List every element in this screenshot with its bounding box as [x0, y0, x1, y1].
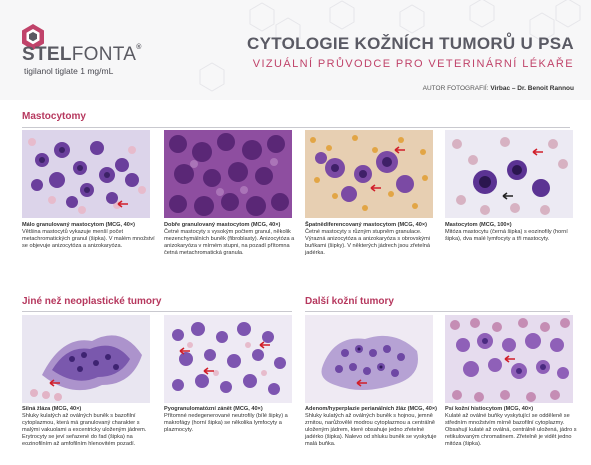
hexagon-pattern	[199, 0, 581, 92]
cytology-photo-8	[445, 315, 573, 403]
section-title-mastocytomy: Mastocytomy	[22, 111, 86, 122]
section-title-non-neoplastic: Jiné než neoplastické tumory	[22, 296, 162, 307]
photo-caption-1: Málo granulovaný mastocytom (MCG, 40×) Vě…	[22, 222, 155, 249]
cytology-photo-2	[164, 130, 292, 218]
section-divider	[305, 311, 570, 312]
section-title-other-skin: Další kožní tumory	[305, 296, 394, 307]
photo-caption-5: Silná žláza (MCG, 40×) Shluky kulatých až…	[22, 406, 147, 447]
cytology-photo-1	[22, 130, 150, 218]
photo-caption-2: Dobře granulovaný mastocytom (MCG, 40×) Č…	[164, 222, 295, 256]
header-band: STELFONTA® tigilanol tiglate 1 mg/mL CYT…	[0, 0, 591, 100]
photo-caption-7: Adenom/hyperplazie perianálních žláz (MC…	[305, 406, 437, 447]
cytology-photo-4	[445, 130, 573, 218]
cytology-photo-3	[305, 130, 433, 218]
stelfonta-logo	[18, 22, 188, 82]
brand-subline: tigilanol tiglate 1 mg/mL	[24, 66, 114, 76]
page-subtitle: VIZUÁLNÍ PRŮVODCE PRO VETERINÁRNÍ LÉKAŘE	[252, 58, 574, 70]
photo-caption-3: Špatnědiferencovaný mastocytom (MCG, 40×…	[305, 222, 430, 256]
photo-caption-6: Pyogranulomatózní zánět (MCG, 40×) Přítom…	[164, 406, 288, 433]
photo-caption-8: Psí kožní histiocytom (MCG, 40×) Kulaté a…	[445, 406, 577, 447]
section-divider	[22, 127, 570, 128]
cytology-photo-6	[164, 315, 292, 403]
cytology-photo-5	[22, 315, 150, 403]
hexagon-logo-icon	[22, 24, 44, 50]
brand-name: STELFONTA®	[22, 44, 142, 65]
section-divider	[22, 311, 292, 312]
photo-caption-4: Mastocytom (MCG, 100×) Mitóza mastocytu (…	[445, 222, 568, 242]
cytology-photo-7	[305, 315, 433, 403]
page-title: CYTOLOGIE KOŽNÍCH TUMORŮ U PSA	[247, 34, 574, 53]
photo-credit: AUTOR FOTOGRAFIÍ: Virbac – Dr. Benoit Ra…	[422, 85, 574, 92]
